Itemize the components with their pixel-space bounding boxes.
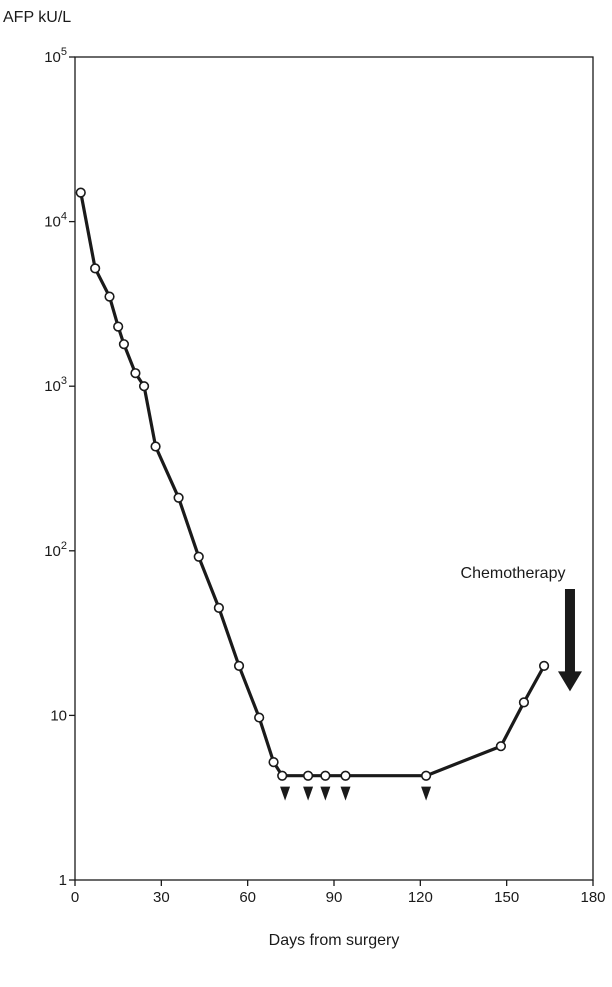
x-axis-title: Days from surgery xyxy=(269,932,400,949)
x-tick-label: 60 xyxy=(239,889,256,906)
data-point xyxy=(420,770,432,781)
annotation-chemotherapy: Chemotherapy xyxy=(461,565,566,582)
data-point xyxy=(303,770,314,781)
x-tick-label: 90 xyxy=(326,889,343,906)
y-tick-label: 102 xyxy=(44,540,67,560)
data-point xyxy=(104,291,115,302)
y-tick-label: 105 xyxy=(44,46,67,66)
data-point xyxy=(113,321,124,332)
data-point xyxy=(320,770,331,781)
triangle-down-icon xyxy=(280,786,291,801)
y-tick-label: 1 xyxy=(59,872,67,889)
x-axis: 0 30 60 90 120 150 180 xyxy=(71,880,606,906)
triangle-down-icon xyxy=(303,786,314,801)
x-tick-label: 180 xyxy=(580,889,605,906)
series-line xyxy=(79,192,546,778)
triangle-down-icon xyxy=(320,786,331,801)
data-point xyxy=(150,441,161,452)
data-point xyxy=(340,770,351,781)
data-point xyxy=(138,381,150,392)
y-axis-title: AFP kU/L xyxy=(3,9,71,26)
triangle-down-icon xyxy=(340,786,351,801)
data-point xyxy=(90,263,101,274)
markers xyxy=(280,786,432,801)
data-point xyxy=(538,660,550,671)
x-tick-label: 0 xyxy=(71,889,79,906)
data-point xyxy=(118,339,130,350)
triangle-down-icon xyxy=(421,786,432,801)
data-point xyxy=(193,551,204,562)
y-tick-label: 10 xyxy=(50,707,67,724)
data-point xyxy=(75,187,86,198)
data-point xyxy=(213,602,224,613)
data-point xyxy=(495,741,507,752)
y-tick-label: 104 xyxy=(44,211,67,231)
data-point xyxy=(130,368,141,379)
data-point xyxy=(233,660,245,671)
chemotherapy-arrow-icon xyxy=(557,589,582,692)
data-point xyxy=(173,492,184,503)
data-point xyxy=(268,757,279,768)
data-point xyxy=(254,712,265,723)
y-axis: 1 10 102 103 104 105 xyxy=(44,46,75,889)
y-tick-label: 103 xyxy=(44,375,67,395)
x-tick-label: 120 xyxy=(408,889,433,906)
x-tick-label: 30 xyxy=(153,889,170,906)
data-point xyxy=(518,697,530,708)
data-point xyxy=(277,770,288,781)
plot-frame xyxy=(74,56,594,881)
data-points xyxy=(75,187,550,781)
x-tick-label: 150 xyxy=(494,889,519,906)
